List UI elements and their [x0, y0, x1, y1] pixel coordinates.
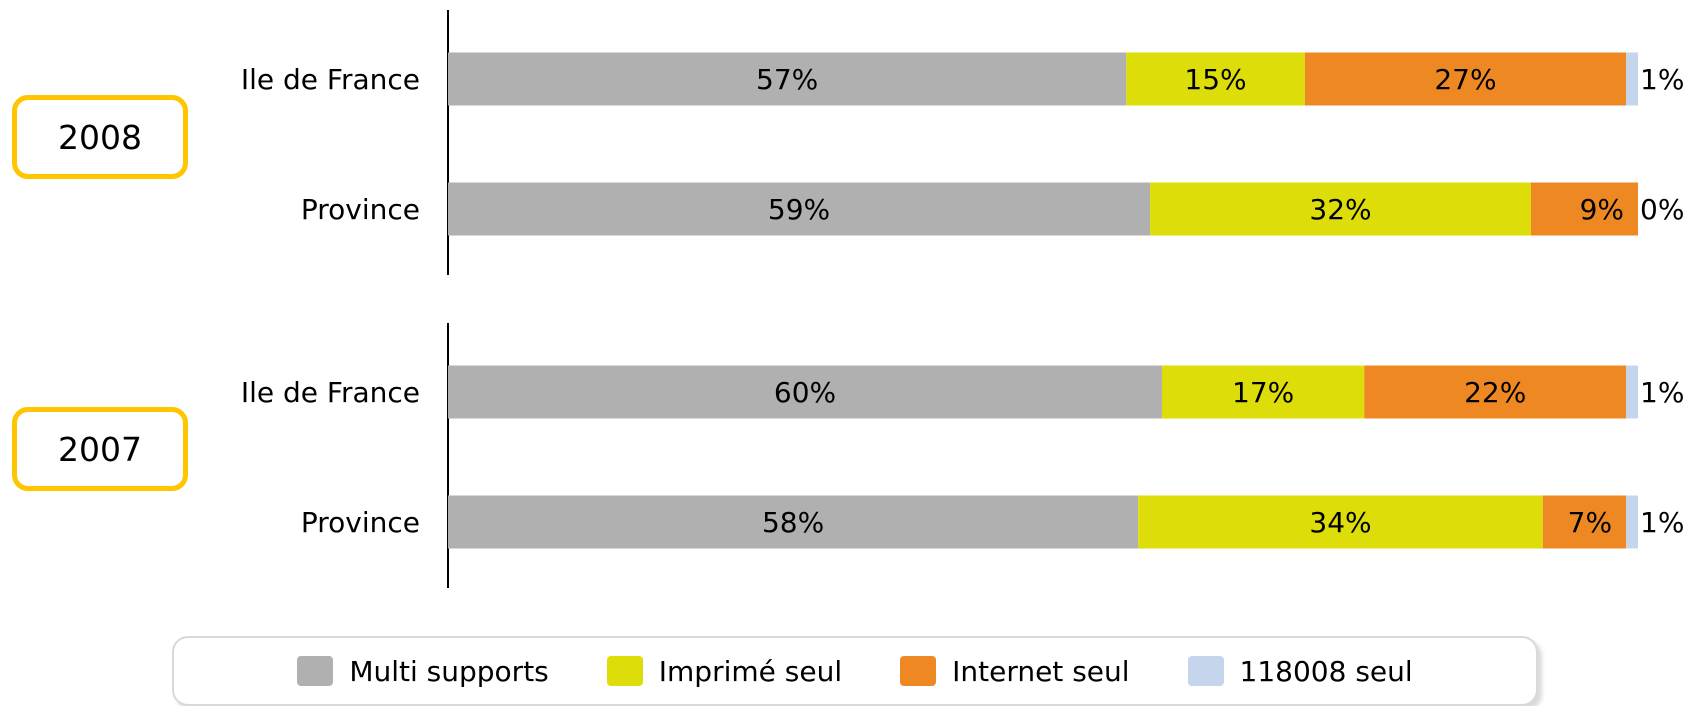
category-label-2008-ile-de-france: Ile de France	[241, 63, 420, 96]
legend-item-118008-seul: 118008 seul	[1187, 654, 1413, 688]
legend-swatch-multi-supports	[297, 656, 334, 686]
legend-label-multi-supports: Multi supports	[349, 654, 549, 688]
data-label-2008-province-118008-seul: 0%	[1640, 193, 1684, 226]
year-label-2008: 2008	[12, 95, 188, 179]
bar-2007-ile-de-france-internet-seul	[1364, 365, 1627, 419]
legend-label-internet-seul: Internet seul	[952, 654, 1130, 688]
data-label-2007-province-internet-seul: 7%	[1568, 506, 1612, 539]
bar-2008-province-imprime-seul	[1150, 182, 1531, 236]
data-label-2007-province-imprime-seul: 34%	[1309, 506, 1371, 539]
year-label-2007: 2007	[12, 407, 188, 491]
data-label-2007-ile-de-france-internet-seul: 22%	[1464, 376, 1526, 409]
bar-2008-ile-de-france-multi-supports	[448, 52, 1127, 106]
bar-2007-province-imprime-seul	[1138, 495, 1543, 549]
legend-item-internet-seul: Internet seul	[900, 654, 1130, 688]
bar-2008-ile-de-france-118008-seul	[1626, 52, 1638, 106]
bar-2007-ile-de-france-imprime-seul	[1162, 365, 1365, 419]
data-label-2008-ile-de-france-internet-seul: 27%	[1434, 63, 1496, 96]
data-label-2008-ile-de-france-imprime-seul: 15%	[1184, 63, 1246, 96]
category-label-2007-ile-de-france: Ile de France	[241, 376, 420, 409]
data-label-2008-province-multi-supports: 59%	[768, 193, 830, 226]
category-label-2008-province: Province	[301, 193, 420, 226]
data-label-2008-ile-de-france-118008-seul: 1%	[1640, 63, 1684, 96]
bar-2008-ile-de-france-internet-seul	[1304, 52, 1627, 106]
data-label-2007-province-multi-supports: 58%	[762, 506, 824, 539]
legend-label-imprime-seul: Imprimé seul	[658, 654, 843, 688]
bar-2008-province-multi-supports	[448, 182, 1151, 236]
bar-2007-ile-de-france-multi-supports	[448, 365, 1162, 419]
bar-2007-province-multi-supports	[448, 495, 1139, 549]
legend-label-118008-seul: 118008 seul	[1239, 654, 1413, 688]
data-label-2008-province-imprime-seul: 32%	[1309, 193, 1371, 226]
legend-item-imprime-seul: Imprimé seul	[606, 654, 843, 688]
bar-2007-ile-de-france-118008-seul	[1626, 365, 1638, 419]
legend-swatch-internet-seul	[900, 656, 937, 686]
bar-2007-province-internet-seul	[1542, 495, 1627, 549]
data-label-2007-province-118008-seul: 1%	[1640, 506, 1684, 539]
legend-swatch-imprime-seul	[606, 656, 643, 686]
year-label-2007-text: 2007	[58, 429, 142, 469]
data-label-2008-ile-de-france-multi-supports: 57%	[756, 63, 818, 96]
legend-swatch-118008-seul	[1187, 656, 1224, 686]
data-label-2007-ile-de-france-118008-seul: 1%	[1640, 376, 1684, 409]
chart-legend: Multi supports Imprimé seul Internet seu…	[172, 636, 1538, 706]
year-label-2008-text: 2008	[58, 117, 142, 157]
bar-2007-province-118008-seul	[1626, 495, 1638, 549]
data-label-2007-ile-de-france-imprime-seul: 17%	[1232, 376, 1294, 409]
bar-2008-ile-de-france-imprime-seul	[1126, 52, 1305, 106]
category-label-2007-province: Province	[301, 506, 420, 539]
legend-item-multi-supports: Multi supports	[297, 654, 549, 688]
bar-2008-province-internet-seul	[1530, 182, 1638, 236]
data-label-2008-province-internet-seul: 9%	[1580, 193, 1624, 226]
data-label-2007-ile-de-france-multi-supports: 60%	[774, 376, 836, 409]
